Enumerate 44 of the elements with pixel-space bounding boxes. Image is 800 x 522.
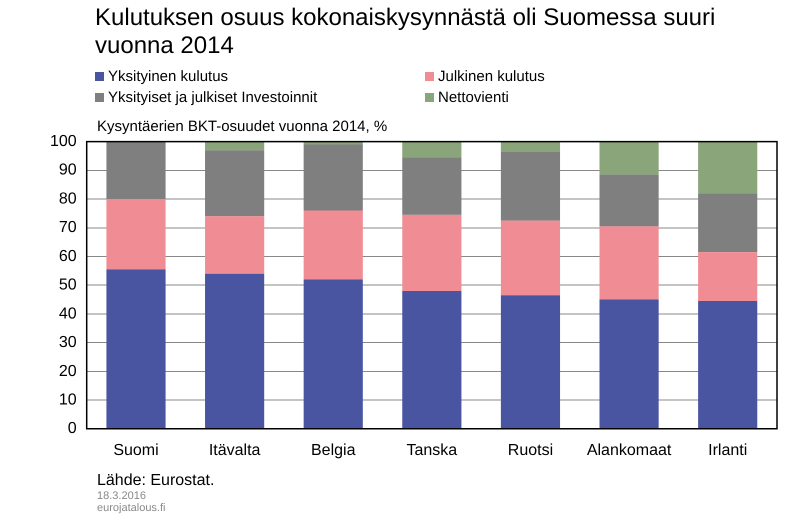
x-tick-label: Irlanti: [708, 442, 748, 459]
x-tick-label: Suomi: [113, 442, 159, 459]
legend-label: Yksityinen kulutus: [107, 67, 230, 87]
y-tick-label: 80: [58, 190, 77, 208]
legend-label: Nettovienti: [437, 88, 510, 108]
x-tick-label: Itävalta: [208, 442, 261, 459]
y-tick-label: 50: [58, 276, 77, 294]
legend-label: Julkinen kulutus: [437, 67, 546, 87]
bar: [106, 269, 166, 428]
text: eurojatalous.fi: [97, 502, 166, 514]
x-tick-label: Belgia: [310, 442, 356, 459]
bar: [698, 300, 758, 428]
y-tick-label: 30: [58, 334, 77, 352]
bar: [205, 216, 264, 274]
y-tick-label: 0: [68, 420, 77, 438]
bar: [599, 226, 659, 300]
y-tick-label: 60: [58, 248, 77, 265]
y-tick-label: 70: [58, 219, 77, 236]
bar: [402, 290, 462, 428]
text: 18.3.2016: [97, 490, 147, 502]
bar: [106, 199, 166, 270]
bar: [205, 274, 264, 428]
bar: [402, 142, 462, 158]
text: Lähde: Eurostat.: [97, 472, 214, 490]
bar: [698, 252, 758, 301]
x-tick-label: Alankomaat: [586, 442, 672, 459]
y-axis-title: Kysyntäerien BKT-osuudet vuonna 2014, %: [97, 118, 388, 135]
x-tick-label: Ruotsi: [508, 442, 554, 459]
bar: [599, 142, 659, 175]
y-tick-label: 20: [58, 362, 77, 380]
bar: [698, 142, 758, 194]
bar: [304, 279, 363, 428]
bar: [500, 295, 560, 428]
y-tick-label: 40: [58, 305, 77, 322]
y-tick-label: 90: [58, 162, 77, 179]
bar: [599, 300, 659, 428]
chart-title: Kulutuksen osuus kokonaiskysynnästä oli Suomessa suuri vuonna 2014: [95, 4, 716, 60]
x-tick-label: Tanska: [406, 442, 458, 459]
bar: [304, 210, 363, 280]
bar: [402, 214, 462, 291]
bar: [500, 220, 560, 296]
y-tick-label: 100: [50, 133, 77, 150]
y-tick-label: 10: [58, 391, 77, 408]
legend-label: Yksityiset ja julkiset Investoinnit: [107, 88, 318, 108]
